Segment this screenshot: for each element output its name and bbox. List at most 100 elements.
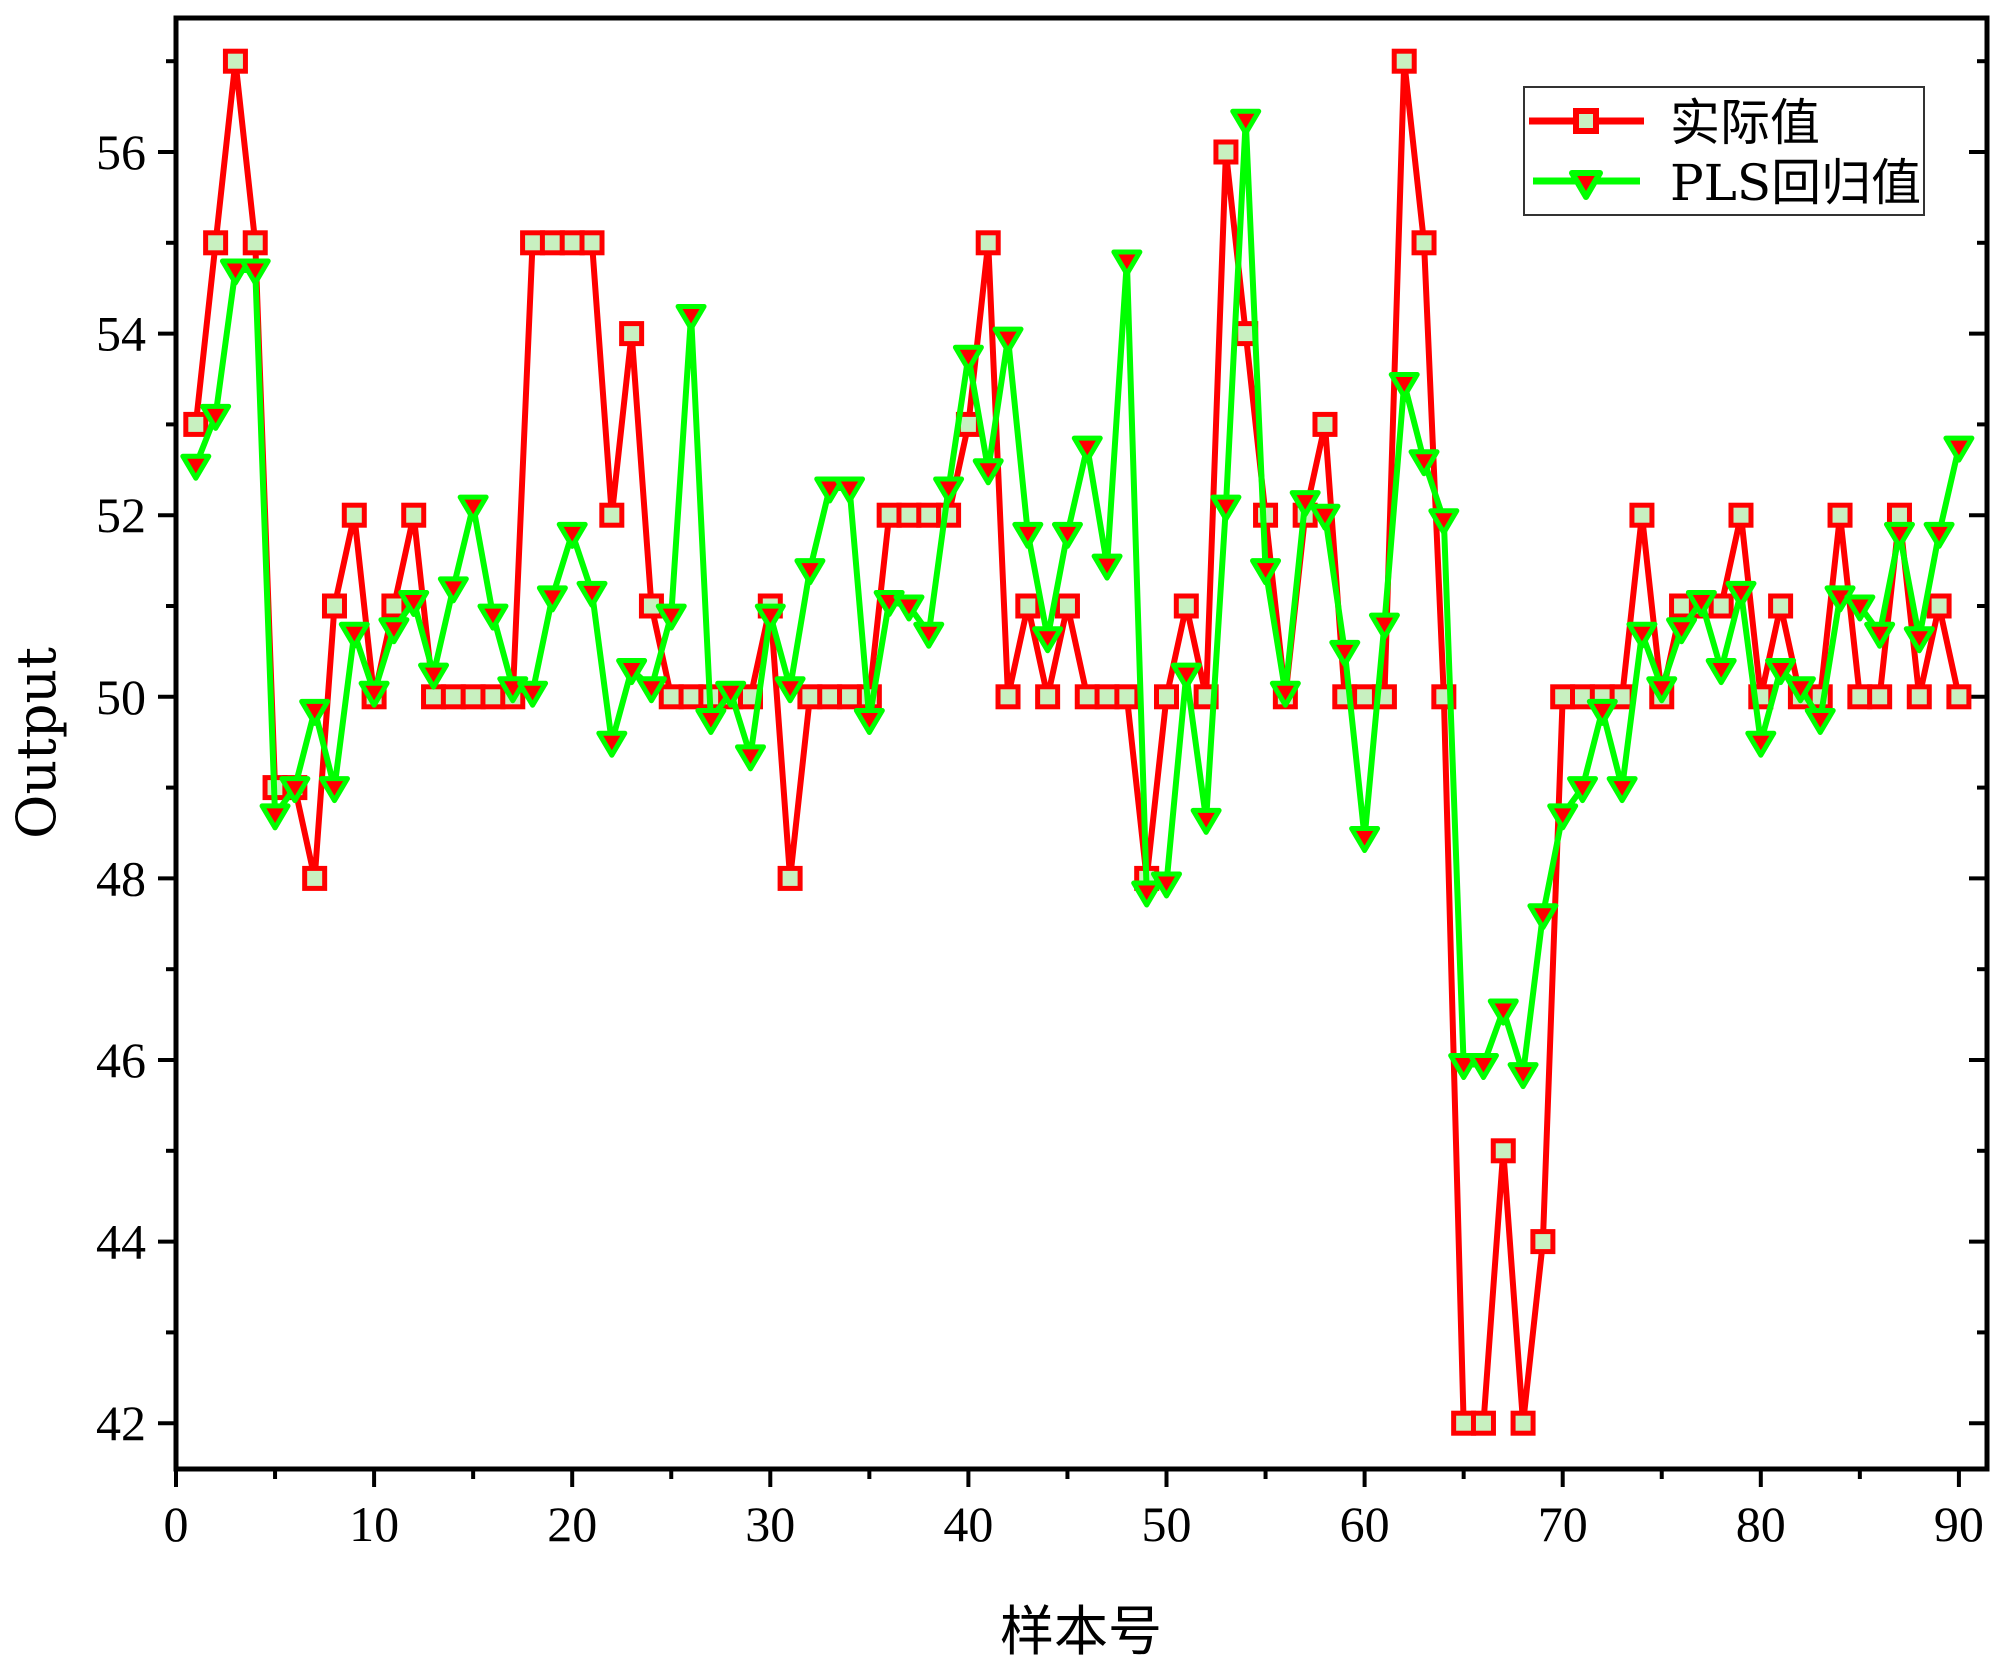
data-point: [579, 230, 605, 256]
data-point: [1250, 558, 1282, 586]
data-point: [1309, 503, 1341, 531]
data-point: [460, 684, 486, 710]
data-point: [1015, 593, 1041, 619]
data-point: [457, 494, 489, 522]
data-point: [734, 744, 766, 772]
data-point: [440, 684, 466, 710]
data-point: [678, 684, 704, 710]
axis-ticks: 0 10 20 30 40 50 60 70 80 90 42 44 46 48 50 52 54 56: [96, 59, 1987, 1552]
y-axis-title: Output: [5, 647, 68, 839]
y-tick-label: 48: [96, 850, 146, 906]
data-point: [338, 621, 370, 649]
x-tick-label: 30: [745, 1496, 795, 1552]
series-pls: [180, 108, 1975, 1090]
data-point: [1745, 730, 1777, 758]
data-point: [1173, 593, 1199, 619]
data-point: [1091, 553, 1123, 581]
data-point: [837, 684, 863, 710]
data-point: [1669, 593, 1695, 619]
data-point: [222, 48, 248, 74]
data-point: [183, 411, 209, 437]
series-group: [180, 48, 1975, 1436]
data-point: [1784, 676, 1816, 704]
data-point: [1428, 508, 1460, 536]
data-point: [992, 326, 1024, 354]
data-point: [418, 662, 450, 690]
data-point: [559, 230, 585, 256]
data-point: [1054, 593, 1080, 619]
data-point: [437, 576, 469, 604]
y-tick-label: 50: [96, 669, 146, 725]
data-point: [1666, 617, 1698, 645]
data-point: [754, 603, 786, 631]
data-point: [1352, 684, 1378, 710]
data-point: [1827, 502, 1853, 528]
data-point: [635, 676, 667, 704]
x-axis-title: 样本号: [1000, 1600, 1162, 1663]
data-point: [1507, 1062, 1539, 1090]
data-point: [358, 680, 390, 708]
data-point: [1510, 1410, 1536, 1436]
legend-item-pls: PLS回归值: [1533, 154, 1921, 212]
data-point: [1864, 621, 1896, 649]
data-point: [1606, 776, 1638, 804]
data-point: [1705, 658, 1737, 686]
data-point: [1490, 1138, 1516, 1164]
y-tick-label: 46: [96, 1032, 146, 1088]
data-point: [1170, 662, 1202, 690]
data-point: [1629, 502, 1655, 528]
data-point: [952, 344, 984, 372]
data-point: [1768, 593, 1794, 619]
data-point: [1728, 502, 1754, 528]
legend-label-pls: PLS回归值: [1670, 154, 1921, 212]
data-point: [1329, 639, 1361, 667]
data-point: [401, 502, 427, 528]
data-point: [893, 594, 925, 622]
data-point: [1035, 684, 1061, 710]
y-tick-label: 44: [96, 1214, 146, 1270]
plot-frame: [173, 15, 1990, 1472]
data-point: [480, 684, 506, 710]
data-point: [933, 476, 965, 504]
data-point: [1926, 593, 1952, 619]
data-point: [1131, 880, 1163, 908]
data-point: [1032, 626, 1064, 654]
data-point: [1230, 108, 1262, 136]
data-point: [814, 476, 846, 504]
data-point: [774, 676, 806, 704]
data-point: [797, 684, 823, 710]
data-point: [203, 230, 229, 256]
data-point: [1943, 435, 1975, 463]
data-point: [1071, 435, 1103, 463]
data-point: [1547, 803, 1579, 831]
data-point: [536, 585, 568, 613]
data-point: [1012, 521, 1044, 549]
data-point: [1411, 230, 1437, 256]
data-point: [421, 684, 447, 710]
legend-label-actual: 实际值: [1670, 94, 1820, 152]
data-point: [715, 680, 747, 708]
y-tick-label: 42: [96, 1395, 146, 1451]
data-point: [219, 258, 251, 286]
data-point: [1094, 684, 1120, 710]
data-point: [1883, 521, 1915, 549]
data-point: [1867, 684, 1893, 710]
data-point: [916, 502, 942, 528]
data-point: [655, 603, 687, 631]
data-point: [1725, 580, 1757, 608]
data-point: [1847, 684, 1873, 710]
data-point: [1567, 776, 1599, 804]
data-point: [1946, 684, 1972, 710]
data-point: [520, 230, 546, 256]
data-point: [1448, 1053, 1480, 1081]
data-point: [1646, 676, 1678, 704]
data-point: [1626, 621, 1658, 649]
data-point: [1269, 680, 1301, 708]
data-point: [239, 258, 271, 286]
data-point: [279, 776, 311, 804]
data-point: [1467, 1053, 1499, 1081]
data-point: [341, 502, 367, 528]
data-point: [876, 502, 902, 528]
data-point: [381, 593, 407, 619]
